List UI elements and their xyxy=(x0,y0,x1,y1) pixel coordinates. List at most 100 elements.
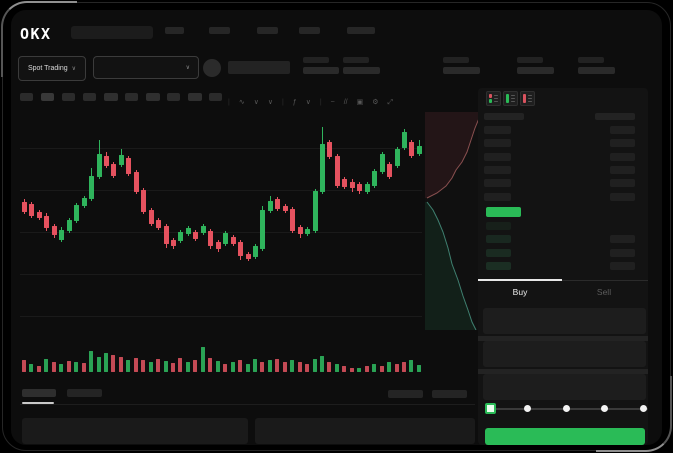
candle-body xyxy=(334,156,340,186)
pair-selector-dropdown[interactable]: ∨ xyxy=(93,56,199,79)
candle-body xyxy=(133,172,139,192)
ask-total-skeleton xyxy=(610,126,635,134)
tab-sell[interactable]: Sell xyxy=(596,287,612,297)
volume-bar xyxy=(178,358,183,372)
settings-gear-icon[interactable]: ⚙ xyxy=(372,99,379,106)
indicators-icon[interactable]: ƒ xyxy=(292,99,297,106)
amount-slider[interactable] xyxy=(485,403,648,415)
chevron-down-icon[interactable]: ∨ xyxy=(267,99,273,106)
slider-stop[interactable] xyxy=(640,405,647,412)
volume-bar xyxy=(245,364,250,372)
bid-total-skeleton xyxy=(610,261,635,270)
asks-book-view-icon[interactable] xyxy=(520,91,535,106)
market-type-selector[interactable]: Spot Trading ∨ xyxy=(18,56,86,81)
candle-body xyxy=(230,237,236,244)
divider xyxy=(20,404,475,405)
ask-total-skeleton xyxy=(610,179,635,188)
app-window: OKX Spot Trading ∨ ∨ xyxy=(11,10,662,445)
fullscreen-icon[interactable]: ⤢ xyxy=(387,99,394,106)
candle-body xyxy=(260,210,266,249)
slider-stop[interactable] xyxy=(524,405,531,412)
volume-bar xyxy=(394,364,399,372)
interval-button-skeleton[interactable] xyxy=(167,93,180,101)
bottom-action-skeleton[interactable] xyxy=(388,390,423,398)
combined-book-view-icon[interactable] xyxy=(486,91,501,106)
candle-body xyxy=(387,164,393,177)
chevron-down-icon[interactable]: ∨ xyxy=(253,99,259,106)
volume-bar xyxy=(89,351,94,372)
interval-button-skeleton[interactable] xyxy=(20,93,33,101)
volume-bar xyxy=(349,368,354,372)
search-input[interactable] xyxy=(71,26,153,39)
bottom-action-skeleton[interactable] xyxy=(432,390,467,398)
bid-price-skeleton xyxy=(486,235,511,244)
candlestick-chart[interactable] xyxy=(20,112,422,332)
volume-bar xyxy=(297,362,302,372)
screenshot-icon[interactable]: ▣ xyxy=(356,99,364,106)
interval-button-skeleton[interactable] xyxy=(41,93,54,101)
total-input-skeleton[interactable] xyxy=(483,374,646,400)
volume-bar xyxy=(193,360,198,372)
slider-stop[interactable] xyxy=(563,405,570,412)
stat-label-skeleton xyxy=(303,57,329,63)
drawing-tools-icon[interactable]: // xyxy=(343,99,348,106)
volume-bar xyxy=(118,357,123,372)
pair-price-skeleton xyxy=(228,61,290,74)
interval-button-skeleton[interactable] xyxy=(62,93,75,101)
candle-body xyxy=(156,220,162,228)
candle-body xyxy=(416,146,422,154)
volume-bar xyxy=(312,359,317,372)
token-avatar xyxy=(203,59,221,77)
slider-handle[interactable] xyxy=(485,403,496,414)
interval-button-skeleton[interactable] xyxy=(209,93,222,101)
bid-price-skeleton xyxy=(486,222,511,230)
nav-item-skeleton[interactable] xyxy=(165,27,184,34)
bottom-tab-skeleton[interactable] xyxy=(67,389,102,397)
interval-button-skeleton[interactable] xyxy=(188,93,202,101)
bid-price-skeleton xyxy=(486,261,511,270)
compare-line-icon[interactable]: ~ xyxy=(330,99,335,106)
candle-body xyxy=(312,191,318,231)
candle-body xyxy=(275,199,281,209)
ask-price-skeleton xyxy=(484,152,511,161)
chevron-down-icon[interactable]: ∨ xyxy=(305,99,311,106)
orders-panel-skeleton xyxy=(255,418,475,444)
device-edge-highlight xyxy=(596,376,672,452)
nav-item-skeleton[interactable] xyxy=(299,27,320,34)
nav-item-skeleton[interactable] xyxy=(209,27,230,34)
active-tab-underline xyxy=(22,402,54,404)
candle-body xyxy=(379,154,385,172)
volume-bar xyxy=(409,360,414,372)
candle-style-icon[interactable]: ∿ xyxy=(238,99,245,106)
candle-body xyxy=(96,154,102,177)
candle-body xyxy=(208,231,214,246)
interval-button-skeleton[interactable] xyxy=(146,93,160,101)
volume-bar xyxy=(171,363,175,372)
candle-body xyxy=(141,190,147,212)
tab-buy[interactable]: Buy xyxy=(512,287,528,297)
volume-bar xyxy=(51,362,56,372)
interval-button-skeleton[interactable] xyxy=(104,93,118,101)
buy-submit-button[interactable] xyxy=(485,428,645,445)
bids-book-view-icon[interactable] xyxy=(503,91,518,106)
candle-body xyxy=(126,158,132,174)
candle-body xyxy=(74,205,80,221)
depth-chart[interactable] xyxy=(425,112,481,331)
amount-input-skeleton[interactable] xyxy=(483,341,646,367)
device-edge-highlight xyxy=(1,1,77,77)
ask-total-skeleton xyxy=(610,152,635,161)
candle-body xyxy=(238,242,244,256)
price-input-skeleton[interactable] xyxy=(483,308,646,334)
nav-item-skeleton[interactable] xyxy=(347,27,375,34)
last-price-badge xyxy=(486,207,521,217)
volume-bar xyxy=(267,360,272,372)
stat-value-skeleton xyxy=(578,67,615,74)
slider-stop[interactable] xyxy=(601,405,608,412)
bottom-tab-active-skeleton[interactable] xyxy=(22,389,56,397)
candle-body xyxy=(409,142,415,156)
volume-bar xyxy=(290,360,295,372)
candle-body xyxy=(111,164,117,176)
interval-button-skeleton[interactable] xyxy=(83,93,96,101)
nav-item-skeleton[interactable] xyxy=(257,27,278,34)
interval-button-skeleton[interactable] xyxy=(125,93,138,101)
